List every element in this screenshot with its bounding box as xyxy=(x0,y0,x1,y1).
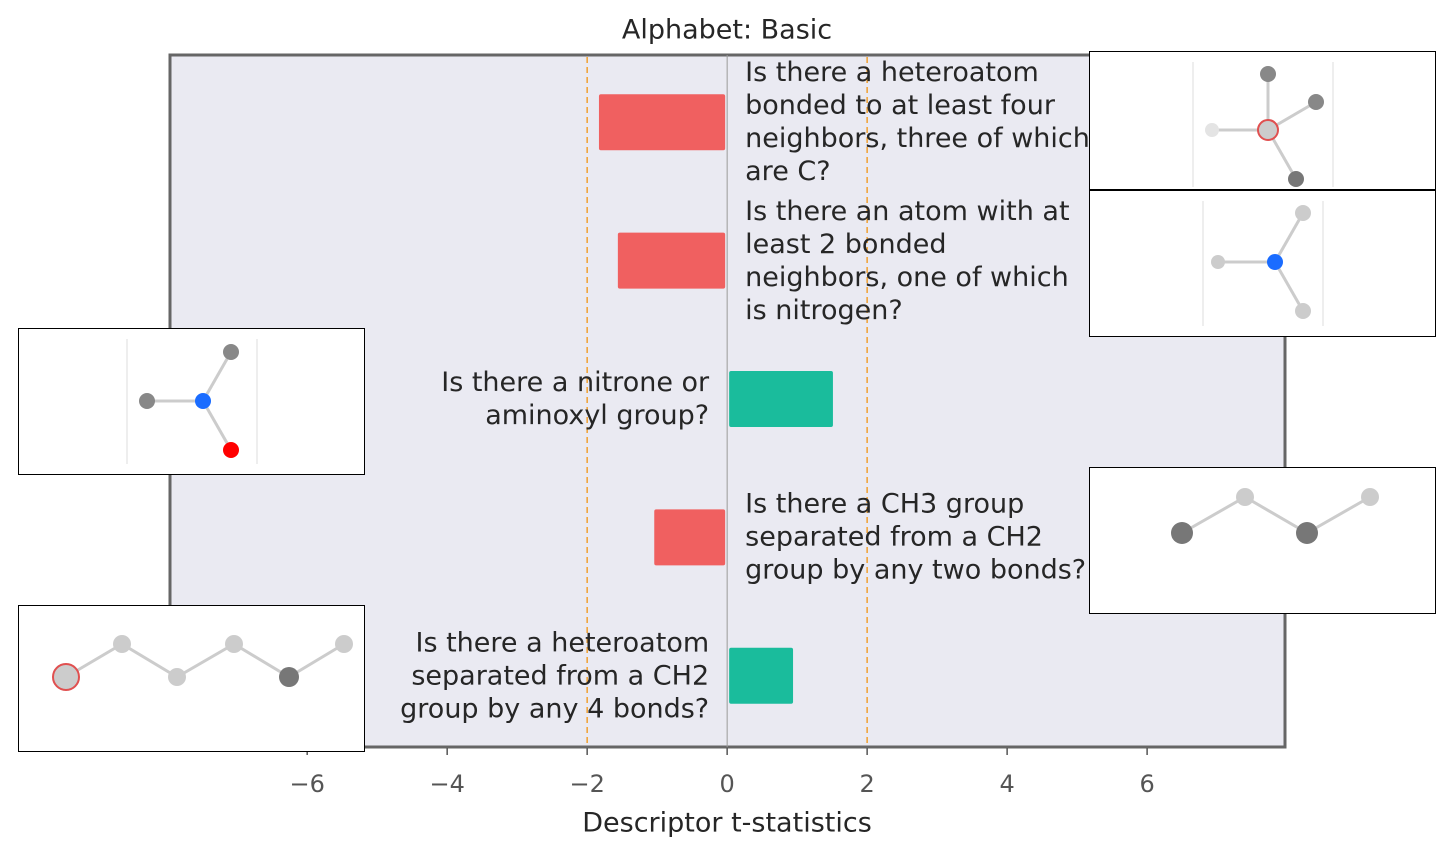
x-tick-label: −4 xyxy=(429,770,464,798)
category-label: Is there a nitrone or aminoxyl group? xyxy=(441,367,710,431)
x-tick-label: −2 xyxy=(569,770,604,798)
molecule-inset xyxy=(1089,467,1436,614)
x-tick-label: 6 xyxy=(1139,770,1154,798)
bar xyxy=(598,94,726,151)
molecule-inset xyxy=(18,328,365,475)
category-label: Is there a heteroatom bonded to at least… xyxy=(745,57,1090,188)
molecule-inset xyxy=(1089,190,1436,337)
bar xyxy=(729,371,833,427)
chart-title: Alphabet: Basic xyxy=(622,15,832,46)
category-label: Is there an atom with at least 2 bonded … xyxy=(745,195,1070,326)
category-label: Is there a heteroatom separated from a C… xyxy=(400,627,710,725)
category-label: Is there a CH3 group separated from a CH… xyxy=(745,488,1087,586)
molecule-inset xyxy=(1089,51,1436,190)
bar xyxy=(729,647,794,704)
bar xyxy=(654,509,726,566)
x-tick-label: 0 xyxy=(720,770,735,798)
x-tick-label: 2 xyxy=(859,770,874,798)
x-tick-label: −6 xyxy=(289,770,324,798)
bar xyxy=(617,232,726,289)
x-tick-label: 4 xyxy=(999,770,1014,798)
molecule-inset xyxy=(18,605,365,752)
x-axis-label: Descriptor t-statistics xyxy=(582,808,872,839)
